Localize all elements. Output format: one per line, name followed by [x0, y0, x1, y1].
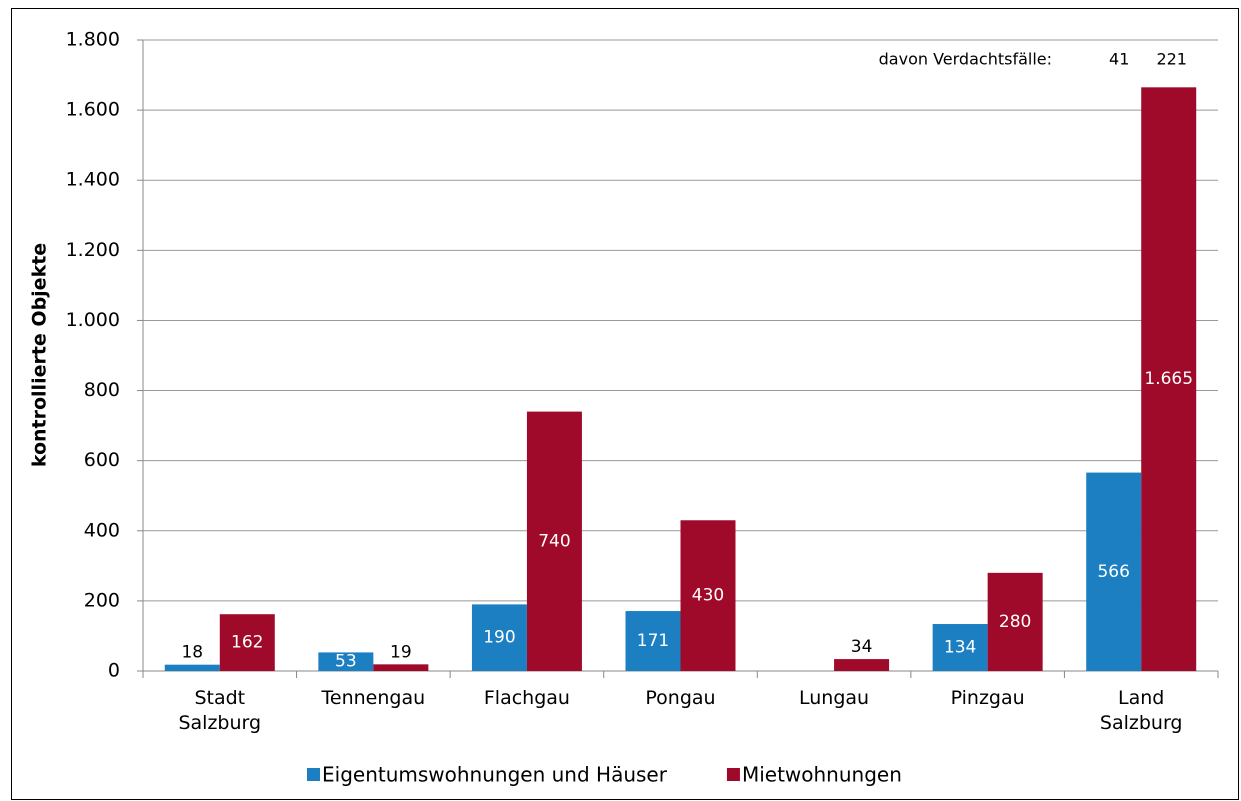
- chart-frame: [11, 8, 1239, 800]
- x-tick-label: Tennengau: [321, 687, 426, 709]
- bar: [526, 411, 582, 671]
- bar: [987, 572, 1043, 671]
- data-label: 19: [390, 642, 412, 662]
- legend-label: Eigentumswohnungen und Häuser: [322, 763, 668, 787]
- annotation-value: 41: [1109, 50, 1129, 69]
- x-tick-label: Land Salzburg: [1099, 687, 1183, 734]
- y-axis-label: kontrollierte Objekte: [29, 243, 51, 467]
- x-tick-label: Lungau: [799, 687, 870, 709]
- bar: [932, 624, 988, 671]
- bar: [164, 664, 220, 671]
- y-tick-label: 400: [84, 519, 120, 541]
- data-label: 740: [538, 531, 570, 551]
- bar: [1086, 472, 1142, 671]
- y-tick-label: 0: [108, 660, 120, 682]
- data-label: 162: [231, 633, 263, 653]
- legend-swatch: [307, 768, 320, 781]
- bar: [219, 614, 275, 671]
- x-tick-label: Pinzgau: [950, 687, 1025, 709]
- data-label: 1.665: [1144, 369, 1193, 389]
- data-label: 53: [335, 652, 357, 672]
- bar: [318, 652, 374, 671]
- y-tick-label: 1.200: [66, 239, 120, 261]
- data-label: 34: [851, 637, 873, 657]
- y-tick-label: 1.800: [66, 29, 120, 51]
- y-tick-label: 800: [84, 379, 120, 401]
- bar: [625, 611, 681, 671]
- data-label: 134: [944, 638, 976, 658]
- bar: [1141, 87, 1197, 671]
- data-label: 18: [181, 643, 203, 663]
- data-label: 171: [637, 631, 669, 651]
- y-tick-label: 600: [84, 449, 120, 471]
- data-label: 190: [483, 628, 515, 648]
- data-label: 430: [692, 586, 724, 606]
- x-tick-label: Pongau: [645, 687, 716, 709]
- bar: [680, 520, 736, 671]
- y-tick-label: 1.600: [66, 99, 120, 121]
- y-tick-label: 200: [84, 589, 120, 611]
- y-tick-label: 1.000: [66, 309, 120, 331]
- x-tick-label: Stadt Salzburg: [178, 687, 262, 734]
- y-tick-label: 1.400: [66, 169, 120, 191]
- bar: [373, 664, 429, 671]
- bar: [471, 604, 527, 671]
- annotation-value: 221: [1156, 50, 1187, 69]
- data-label: 280: [999, 612, 1031, 632]
- data-label: 566: [1097, 562, 1129, 582]
- legend-swatch: [726, 768, 740, 781]
- x-tick-label: Flachgau: [483, 687, 570, 709]
- annotation: davon Verdachtsfälle:: [879, 50, 1052, 69]
- bar: [834, 659, 890, 671]
- legend-label: Mietwohnungen: [742, 763, 902, 787]
